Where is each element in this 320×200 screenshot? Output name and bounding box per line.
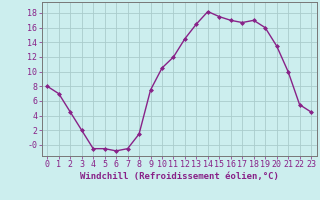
X-axis label: Windchill (Refroidissement éolien,°C): Windchill (Refroidissement éolien,°C) [80,172,279,181]
